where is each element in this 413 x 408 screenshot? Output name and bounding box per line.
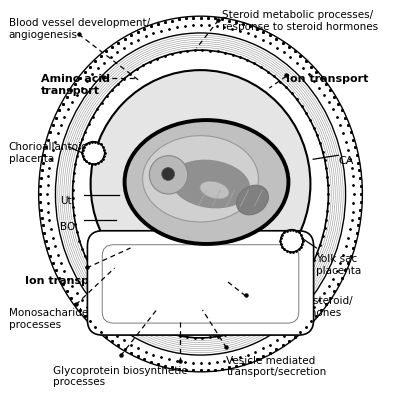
Ellipse shape: [142, 136, 258, 222]
Text: Blood vessel development/.
angiogenesis: Blood vessel development/. angiogenesis: [9, 18, 153, 40]
FancyBboxPatch shape: [87, 231, 313, 335]
Text: BO: BO: [60, 222, 75, 232]
Text: Yolk sac
placenta: Yolk sac placenta: [316, 254, 361, 275]
Circle shape: [280, 230, 302, 252]
Ellipse shape: [236, 185, 268, 215]
Text: Vesicle mediated
transport/secretion: Vesicle mediated transport/secretion: [226, 356, 326, 377]
Ellipse shape: [171, 160, 249, 208]
Circle shape: [161, 168, 174, 180]
Circle shape: [82, 142, 104, 164]
Text: Amino acid
transport: Amino acid transport: [40, 74, 109, 96]
FancyBboxPatch shape: [102, 245, 298, 323]
Ellipse shape: [199, 181, 228, 199]
Text: Chorioallantoic
placenta: Chorioallantoic placenta: [9, 142, 87, 164]
Text: Steroid metabolic processes/
response to steroid hormones: Steroid metabolic processes/ response to…: [222, 10, 378, 32]
Circle shape: [149, 155, 187, 194]
Text: Ion transport: Ion transport: [286, 74, 368, 84]
Text: Ion transport: Ion transport: [25, 276, 107, 286]
Ellipse shape: [72, 50, 328, 338]
Text: CA: CA: [337, 156, 353, 166]
Ellipse shape: [55, 33, 345, 355]
Ellipse shape: [38, 16, 361, 372]
Text: Response to steroid/
peptide hormones: Response to steroid/ peptide hormones: [246, 296, 352, 317]
Text: Glycoprotein biosynthetic
processes: Glycoprotein biosynthetic processes: [52, 366, 186, 388]
Ellipse shape: [124, 120, 288, 244]
Ellipse shape: [90, 70, 310, 298]
Text: Ut: Ut: [60, 196, 71, 206]
Text: Monosacharide metabolic
processes: Monosacharide metabolic processes: [9, 308, 142, 330]
